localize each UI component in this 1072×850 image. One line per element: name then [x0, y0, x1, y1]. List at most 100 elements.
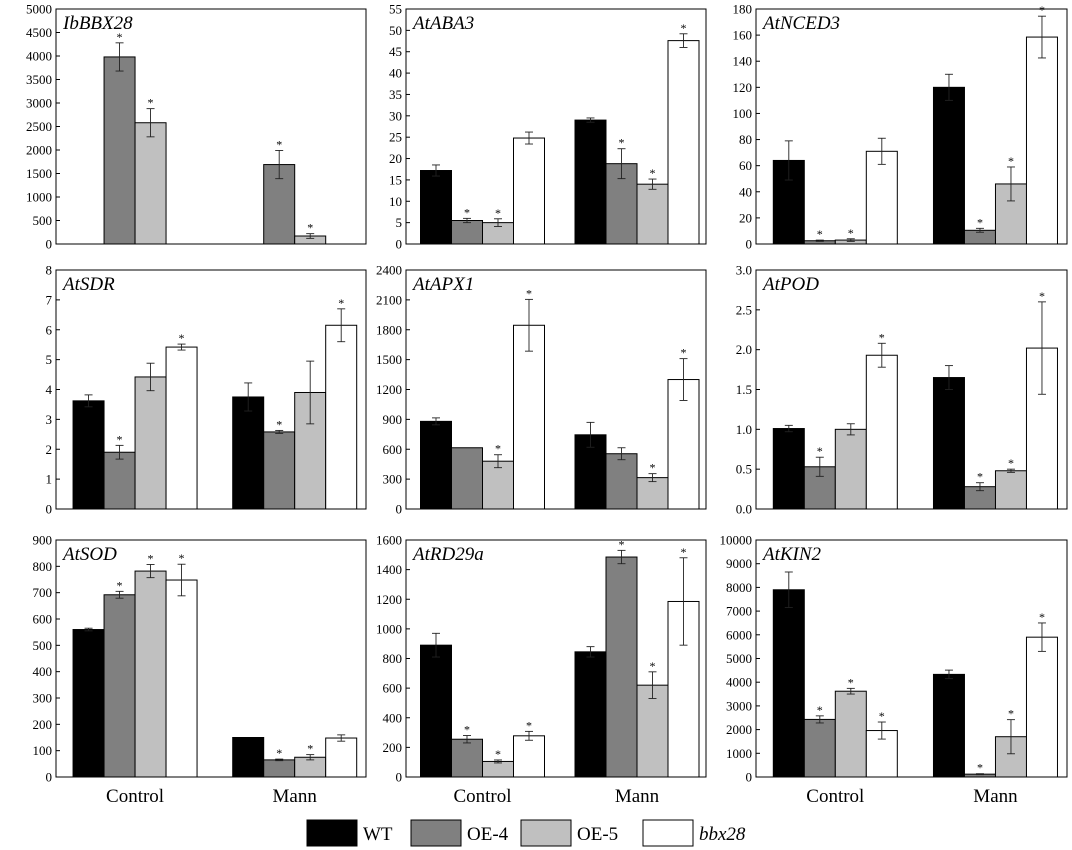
y-tick-label: 45: [389, 44, 402, 59]
y-tick-label: 1600: [376, 533, 402, 548]
bar-bbx28-control: [865, 150, 898, 245]
bar-bbx28-control: [865, 354, 898, 510]
panel-atsdr: 0 1 2 3 4 5 6 7 8 * * * * AtSDR: [46, 263, 367, 517]
significance-star: *: [848, 675, 854, 689]
y-tick-label: 2: [46, 442, 53, 457]
bar-bbx28-mann: [667, 379, 700, 510]
bar-oe-4-control: [451, 220, 483, 245]
significance-star: *: [179, 331, 185, 345]
y-tick-label: 400: [383, 710, 403, 725]
category-label-control: Control: [453, 786, 511, 807]
significance-star: *: [848, 226, 854, 240]
legend-label-wt: WT: [363, 824, 393, 845]
bar-wt-mann: [932, 673, 965, 778]
significance-star: *: [526, 718, 532, 732]
panel-atnced3: 0 20 40 60 80 100 120 140 160 180 * * * * * AtNCED3: [733, 2, 1068, 252]
bar-wt-control: [772, 159, 805, 245]
significance-star: *: [307, 742, 313, 756]
y-tick-label: 2400: [376, 263, 402, 278]
y-tick-label: 50: [389, 23, 402, 38]
bar-oe-5-control: [482, 760, 514, 778]
significance-star: *: [879, 330, 885, 344]
significance-star: *: [1008, 707, 1014, 721]
significance-star: *: [817, 444, 823, 458]
bar-oe-4-mann: [263, 431, 296, 510]
bar-wt-control: [420, 420, 452, 510]
bar-bbx28-mann: [1025, 636, 1058, 778]
significance-star: *: [117, 30, 123, 44]
y-tick-label: 2500: [26, 119, 52, 134]
panel-atsod: 0100200300400500600700800900*****AtSODCo…: [33, 533, 367, 807]
significance-star: *: [977, 215, 983, 229]
bar-wt-control: [772, 589, 805, 778]
panel-atpod-title: AtPOD: [761, 274, 819, 295]
bar-oe-5-control: [134, 570, 167, 778]
significance-star: *: [681, 346, 687, 360]
y-tick-label: 10: [389, 194, 402, 209]
y-tick-label: 500: [33, 213, 53, 228]
y-tick-label: 1200: [376, 592, 402, 607]
y-tick-label: 1000: [26, 190, 52, 205]
significance-star: *: [464, 205, 470, 219]
y-tick-label: 1000: [726, 746, 752, 761]
y-tick-label: 25: [389, 130, 402, 145]
significance-star: *: [148, 551, 154, 565]
bar-bbx28-control: [165, 346, 198, 510]
significance-star: *: [276, 417, 282, 431]
y-tick-label: 2000: [726, 722, 752, 737]
y-tick-label: 20: [389, 151, 402, 166]
significance-star: *: [1039, 610, 1045, 624]
significance-star: *: [619, 136, 625, 150]
bar-bbx28-mann: [325, 324, 358, 510]
bar-wt-control: [772, 428, 805, 510]
y-tick-label: 5: [396, 215, 403, 230]
y-tick-label: 40: [739, 184, 752, 199]
y-tick-label: 1: [46, 472, 53, 487]
panel-atrd29a-title: AtRD29a: [411, 544, 484, 565]
bar-bbx28-mann: [667, 40, 700, 245]
panel-atsod-title: AtSOD: [61, 544, 117, 565]
bar-wt-mann: [932, 377, 965, 510]
significance-star: *: [1039, 289, 1045, 303]
y-tick-label: 4000: [26, 49, 52, 64]
y-tick-label: 100: [733, 106, 753, 121]
bar-oe-5-control: [134, 376, 167, 510]
significance-star: *: [650, 166, 656, 180]
panel-atrd29a: 0 200 400 600 800 1000 1200 1400 1600 * * * * * * AtRD2…: [376, 533, 707, 807]
bar-wt-mann: [574, 651, 607, 778]
panel-ibbbx28: 0 500 1000 1500 2000 2500 3000 3500 4000 4500 5000…: [26, 2, 367, 252]
y-tick-label: 5000: [26, 2, 52, 17]
legend-label-oe-4: OE-4: [467, 824, 509, 845]
bar-oe-4-control: [103, 594, 136, 778]
y-tick-label: 600: [33, 612, 53, 627]
y-tick-label: 0: [746, 770, 753, 785]
bar-bbx28-control: [513, 137, 545, 245]
category-label-mann: Mann: [973, 786, 1018, 807]
y-tick-label: 3000: [726, 698, 752, 713]
y-tick-label: 20: [739, 210, 752, 225]
bar-oe-4-control: [803, 718, 836, 778]
panel-ataba3: 0 5 10 15 20 25 30 35 40 45 50 55 * * * * * AtABA3: [389, 2, 707, 252]
y-tick-label: 1.0: [736, 422, 752, 437]
significance-star: *: [977, 470, 983, 484]
y-tick-label: 2100: [376, 292, 402, 307]
significance-star: *: [117, 578, 123, 592]
y-tick-label: 9000: [726, 556, 752, 571]
y-tick-label: 0: [746, 237, 753, 252]
bar-oe-4-control: [451, 447, 483, 510]
significance-star: *: [817, 227, 823, 241]
significance-star: *: [179, 551, 185, 565]
bar-bbx28-control: [165, 579, 198, 778]
panel-ataba3-frame: [405, 8, 707, 245]
y-tick-label: 3500: [26, 72, 52, 87]
significance-star: *: [464, 723, 470, 737]
y-tick-label: 4: [46, 382, 53, 397]
y-tick-label: 3.0: [736, 263, 752, 278]
bar-oe-4-control: [103, 451, 136, 510]
significance-star: *: [526, 286, 532, 300]
panel-atkin2-title: AtKIN2: [761, 544, 822, 565]
bar-wt-mann: [574, 119, 607, 245]
y-tick-label: 15: [389, 172, 402, 187]
bar-oe-4-control: [451, 738, 483, 778]
bar-bbx28-mann: [1025, 36, 1058, 245]
